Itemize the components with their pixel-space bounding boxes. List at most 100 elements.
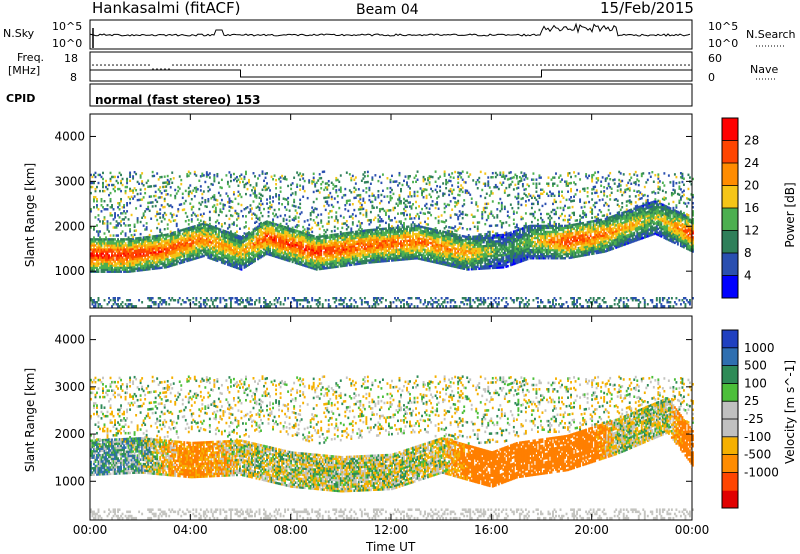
power-cell [426,207,428,209]
power-cell [380,200,382,202]
power-cell [331,216,333,218]
power-cell [322,225,324,227]
power-cell [341,227,343,229]
power-cell [194,195,196,197]
power-cell [343,216,345,218]
power-cell [331,210,333,212]
power-cell [250,194,252,196]
power-cell [355,182,357,184]
power-cell [280,215,282,217]
power-cell [107,220,109,222]
power-cell [352,213,354,215]
power-cell [218,182,220,184]
power-cell [399,182,401,184]
power-cell [251,299,253,301]
power-cell [188,187,190,189]
power-cell [262,215,264,217]
power-cell [152,171,154,173]
power-cell [119,208,121,210]
power-cell [280,223,282,225]
power-cell [289,216,291,218]
power-cell [302,177,304,179]
power-cell [286,219,288,221]
power-cell [146,222,148,224]
power-cell [140,233,142,235]
power-cell [135,189,137,191]
power-cell [340,215,342,217]
power-cell [268,211,270,213]
power-cell [111,214,113,216]
power-cell [418,205,420,207]
power-cell [307,219,309,221]
power-cell [429,181,431,183]
power-cell [164,218,166,220]
power-cell [417,191,419,193]
power-cell [328,212,330,214]
power-cell [95,172,97,174]
power-cell [245,221,247,223]
power-cell [341,196,343,198]
power-cell [331,196,333,198]
power-cell [352,221,354,223]
power-cell [150,185,152,187]
power-cell [426,189,428,191]
power-cell [322,181,324,183]
power-cell [335,211,337,213]
power-cell [241,196,243,198]
power-cell [158,178,160,180]
power-cell [203,174,205,176]
power-cell [204,221,206,223]
power-cell [353,305,355,307]
power-cell [188,223,190,225]
power-cell [265,299,267,301]
power-cell [138,299,140,301]
power-cell [168,180,170,182]
power-cell [209,217,211,219]
power-cell [117,176,119,178]
power-cell [304,228,306,230]
power-cell [328,299,330,301]
power-cell [98,182,100,184]
power-cell [347,210,349,212]
power-cell [388,201,390,203]
power-cell [319,191,321,193]
power-cell [283,303,285,305]
power-cell [206,303,208,305]
power-cell [241,204,243,206]
power-cell [155,195,157,197]
power-cell [284,297,286,299]
power-cell [180,179,182,181]
power-cell [259,297,261,299]
power-cell [164,175,166,177]
power-cell [275,305,277,307]
power-cell [185,190,187,192]
power-cell [129,202,131,204]
power-cell [117,182,119,184]
power-cell [140,188,142,190]
power-cell [114,176,116,178]
power-cell [241,174,243,176]
power-cell [256,299,258,301]
power-cell [310,218,312,220]
power-cell [403,303,405,305]
power-cell [114,297,116,299]
power-cell [198,208,200,210]
power-cell [192,297,194,299]
power-cell [304,220,306,222]
power-cell [212,183,214,185]
power-cell [188,175,190,177]
power-cell [141,180,143,182]
power-cell [259,217,261,219]
power-cell [423,196,425,198]
power-cell [289,220,291,222]
power-cell [313,173,315,175]
power-cell [167,223,169,225]
power-cell [173,213,175,215]
power-cell [271,204,273,206]
power-cell [161,192,163,194]
power-cell [101,198,103,200]
power-cell [323,170,325,172]
power-cell [350,297,352,299]
power-cell [182,197,184,199]
power-cell [245,305,247,307]
